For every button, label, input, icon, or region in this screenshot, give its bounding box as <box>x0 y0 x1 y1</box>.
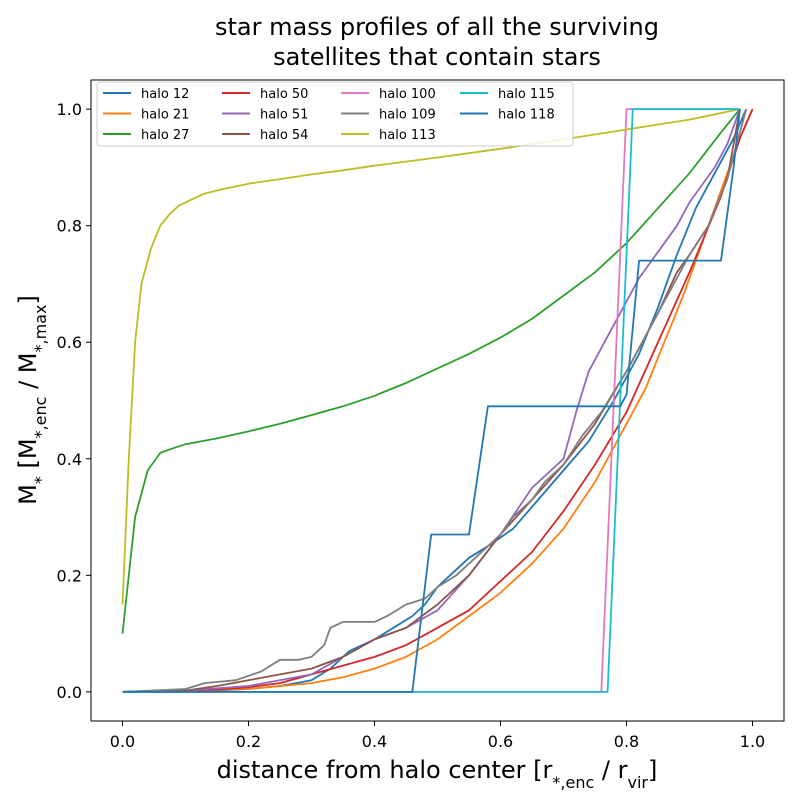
y-tick-label: 0.0 <box>57 683 82 702</box>
y-tick-label: 0.4 <box>57 450 82 469</box>
legend-label: halo 27 <box>141 128 189 143</box>
series-line-halo-21 <box>122 108 754 693</box>
legend-label: halo 54 <box>260 128 308 143</box>
legend-label: halo 118 <box>498 108 555 123</box>
x-tick-label: 1.0 <box>740 732 765 751</box>
x-tick-label: 0.4 <box>362 732 387 751</box>
x-tick-label: 0.8 <box>614 732 639 751</box>
series-layer <box>121 108 754 693</box>
plot-frame <box>90 79 785 722</box>
series-line-halo-109 <box>122 108 748 693</box>
series-line-halo-54 <box>122 108 741 693</box>
tick-layer: 0.0 0.2 0.4 0.6 0.8 1.0 0.0 0.2 0.4 0.6 0.8 1.0 <box>57 100 766 751</box>
legend-label: halo 115 <box>498 87 555 102</box>
series-line-halo-12 <box>122 108 748 693</box>
x-tick-label: 0.6 <box>488 732 513 751</box>
series-line-halo-27 <box>121 108 741 634</box>
x-tick-label: 0.0 <box>110 732 135 751</box>
chart-title-line-2: satellites that contain stars <box>273 43 601 71</box>
legend-box <box>96 81 574 147</box>
y-tick-label: 0.8 <box>57 217 82 236</box>
legend-label: halo 109 <box>379 108 436 123</box>
legend-label: halo 21 <box>141 108 189 123</box>
legend-label: halo 100 <box>379 87 436 102</box>
legend-label: halo 113 <box>379 128 436 143</box>
x-tick-label: 0.2 <box>236 732 261 751</box>
y-tick-label: 1.0 <box>57 100 82 119</box>
legend-label: halo 51 <box>260 108 308 123</box>
legend: halo 12 halo 21 halo 27 halo 50 halo 51 halo … <box>96 81 574 147</box>
series-line-halo-118 <box>122 109 741 693</box>
y-tick-label: 0.2 <box>57 566 82 585</box>
chart-title-line-1: star mass profiles of all the surviving <box>215 13 659 41</box>
series-line-halo-50 <box>122 108 754 693</box>
legend-label: halo 12 <box>141 87 189 102</box>
legend-label: halo 50 <box>260 87 308 102</box>
y-tick-label: 0.6 <box>57 333 82 352</box>
